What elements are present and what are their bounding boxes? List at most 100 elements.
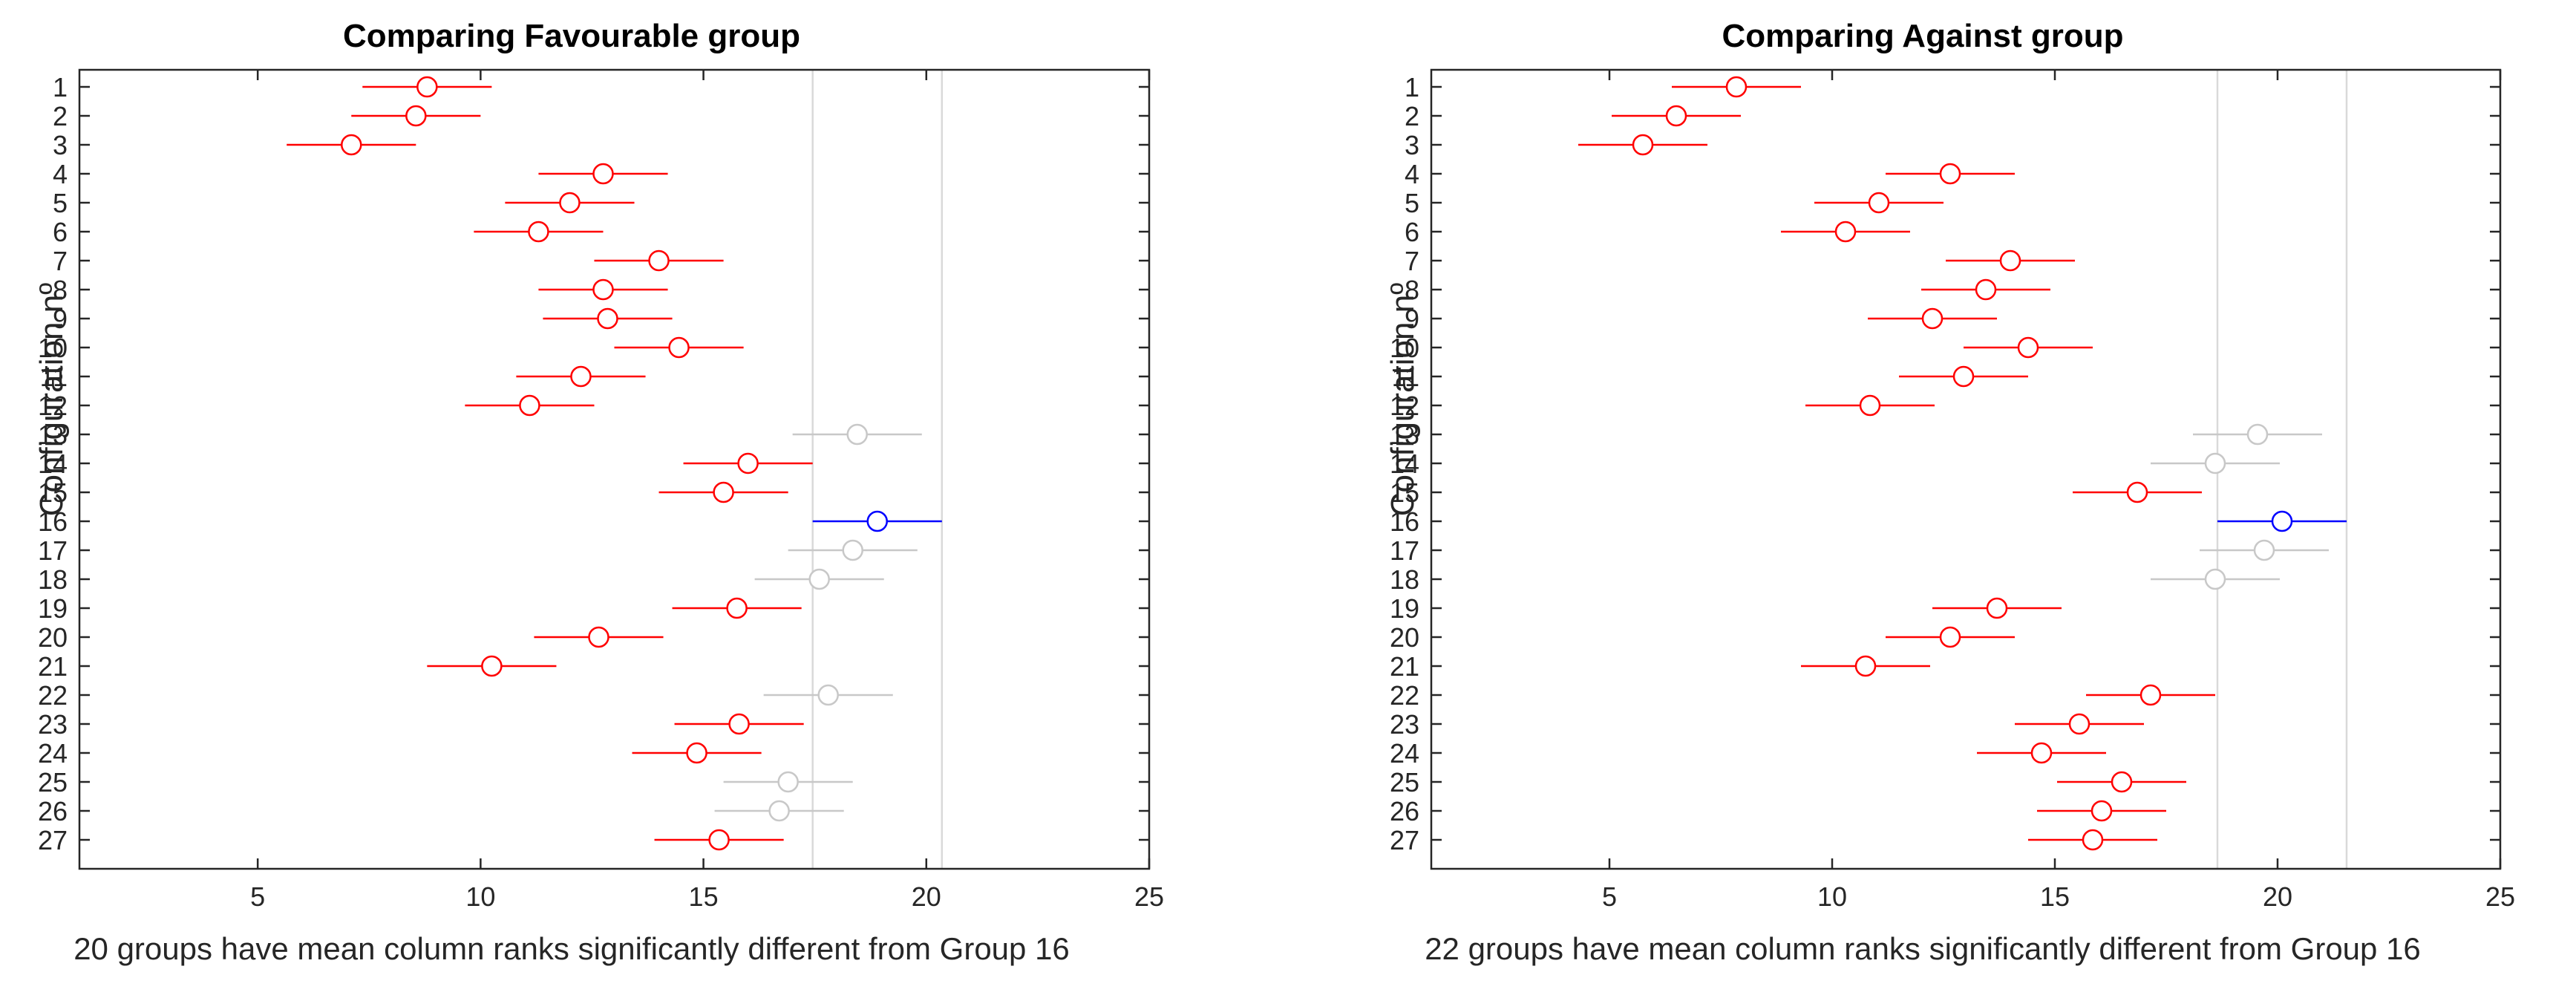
right-x-tick-label-10: 10 [1817,881,1847,912]
right-y-tick-label-16: 16 [1390,506,1419,537]
left-x-tick-label-10: 10 [465,881,495,912]
right-y-tick-label-8: 8 [1405,275,1419,305]
right-mean-marker-group-6 [1834,221,1857,243]
right-mean-marker-group-21 [1854,655,1877,677]
right-mean-marker-group-4 [1939,163,1961,185]
left-mean-marker-group-14 [737,452,759,474]
left-mean-marker-group-9 [597,307,618,330]
right-plot-area: 5 10 15 20 251234567891011121314151617181920… [1390,68,2515,912]
right-y-tick-label-19: 19 [1390,593,1419,624]
left-y-tick-label-26: 26 [38,796,68,826]
right-y-tick-label-10: 10 [1390,333,1419,363]
right-mean-marker-group-9 [1921,307,1944,330]
left-mean-marker-group-19 [726,597,748,619]
left-y-tick-label-22: 22 [38,680,68,711]
left-mean-marker-group-26 [768,800,790,822]
left-mean-marker-group-7 [648,250,670,272]
right-mean-marker-group-2 [1665,105,1687,127]
right-mean-marker-group-26 [2090,800,2113,822]
left-y-tick-label-12: 12 [38,391,68,421]
right-y-tick-label-27: 27 [1390,825,1419,855]
right-y-tick-label-2: 2 [1405,101,1419,131]
left-mean-marker-group-22 [817,684,839,706]
left-panel: Comparing Favourable group 20 groups hav… [33,18,1164,966]
right-x-axis-label: 22 groups have mean column ranks signifi… [1425,931,2421,966]
right-mean-marker-group-7 [1999,250,2021,272]
left-mean-marker-group-2 [405,105,427,127]
left-mean-marker-group-23 [728,713,750,735]
right-mean-marker-group-20 [1939,626,1961,648]
right-mean-marker-group-5 [1868,192,1890,214]
right-mean-marker-group-15 [2126,481,2148,503]
right-y-tick-label-24: 24 [1390,738,1419,769]
right-mean-marker-group-19 [1986,597,2008,619]
left-y-tick-label-17: 17 [38,535,68,566]
right-mean-marker-group-3 [1632,134,1654,156]
right-mean-marker-group-14 [2204,452,2226,474]
right-x-tick-label-5: 5 [1602,881,1617,912]
right-mean-marker-group-23 [2068,713,2090,735]
right-chart-title: Comparing Against group [1722,18,2123,54]
left-x-tick-label-15: 15 [689,881,719,912]
right-y-tick-label-13: 13 [1390,420,1419,450]
right-panel: Comparing Against group 22 groups have m… [1385,18,2515,966]
right-y-tick-label-15: 15 [1390,477,1419,508]
left-y-tick-label-20: 20 [38,622,68,653]
left-y-tick-label-24: 24 [38,738,68,769]
left-y-tick-label-9: 9 [53,304,68,334]
left-x-tick-label-20: 20 [912,881,941,912]
right-y-axis-label: Configuration nº [1385,283,1421,517]
left-x-tick-label-5: 5 [250,881,265,912]
left-mean-marker-group-15 [713,481,734,503]
right-mean-marker-group-22 [2139,684,2162,706]
left-y-tick-label-13: 13 [38,420,68,450]
left-y-tick-label-10: 10 [38,333,68,363]
left-y-tick-label-18: 18 [38,564,68,595]
right-y-tick-label-25: 25 [1390,767,1419,798]
left-y-tick-label-7: 7 [53,246,68,276]
right-mean-marker-group-18 [2204,568,2226,590]
left-mean-marker-group-20 [588,626,609,648]
left-y-tick-label-6: 6 [53,217,68,247]
left-chart-title: Comparing Favourable group [343,18,800,54]
right-y-tick-label-22: 22 [1390,680,1419,711]
right-mean-marker-group-17 [2253,539,2275,561]
right-y-tick-label-23: 23 [1390,709,1419,740]
right-mean-marker-group-25 [2111,771,2133,793]
right-x-tick-label-25: 25 [2485,881,2515,912]
right-mean-marker-group-10 [2017,336,2039,359]
left-mean-marker-group-1 [416,76,438,98]
right-y-tick-label-14: 14 [1390,449,1419,479]
left-y-tick-label-3: 3 [53,130,68,160]
left-mean-marker-group-13 [846,423,868,446]
left-y-tick-label-2: 2 [53,101,68,131]
left-y-tick-label-25: 25 [38,767,68,798]
right-y-tick-label-6: 6 [1405,217,1419,247]
left-mean-marker-group-10 [668,336,690,359]
left-mean-marker-group-27 [708,829,730,851]
left-mean-marker-group-25 [777,771,799,793]
left-y-axis-label: Configuration nº [33,283,70,517]
right-mean-marker-group-11 [1952,365,1975,388]
left-mean-marker-group-12 [519,394,540,417]
left-y-tick-label-23: 23 [38,709,68,740]
left-mean-marker-group-21 [481,655,503,677]
right-mean-marker-group-13 [2246,423,2269,446]
left-y-tick-label-14: 14 [38,449,68,479]
left-y-tick-label-5: 5 [53,188,68,218]
right-y-tick-label-12: 12 [1390,391,1419,421]
left-y-tick-label-4: 4 [53,159,68,189]
right-mean-marker-group-8 [1975,278,1997,301]
right-y-tick-label-5: 5 [1405,188,1419,218]
right-y-tick-label-17: 17 [1390,535,1419,566]
left-y-tick-label-21: 21 [38,651,68,682]
right-mean-marker-group-16 [2271,510,2293,532]
right-x-tick-label-15: 15 [2040,881,2070,912]
right-y-tick-label-11: 11 [1392,362,1419,392]
left-y-tick-label-16: 16 [38,506,68,537]
left-axes-frame [78,68,1151,870]
left-mean-marker-group-24 [686,742,707,764]
right-axes-frame [1430,68,2502,870]
left-mean-marker-group-4 [592,163,614,185]
right-mean-marker-group-1 [1725,76,1748,98]
